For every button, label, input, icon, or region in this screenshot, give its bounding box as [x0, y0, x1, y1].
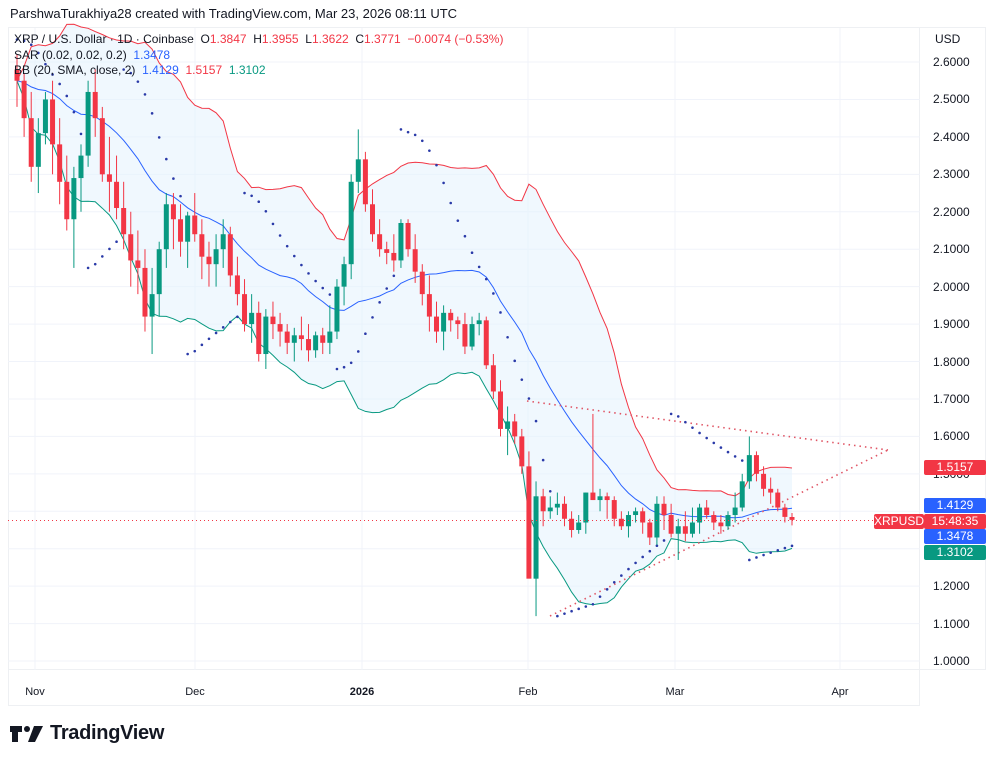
legend-symbol[interactable]: XRP / U.S. Dollar · 1D · Coinbase [14, 32, 194, 46]
time-tick-label: Apr [831, 686, 849, 698]
price-tick-label: 2.3000 [933, 167, 970, 182]
tradingview-logo-icon [10, 725, 43, 742]
legend-low-label: L [305, 32, 312, 46]
price-tick-label: 1.9000 [933, 317, 970, 332]
price-tick-label: 2.4000 [933, 129, 970, 144]
chart-credit: ParshwaTurakhiya28 created with TradingV… [10, 6, 458, 21]
tradingview-logo-text: TradingView [50, 722, 165, 744]
legend-close-value: 1.3771 [364, 32, 401, 46]
price-tick-label: 1.7000 [933, 391, 970, 406]
time-tick-label: Dec [185, 686, 205, 698]
time-tick-label: Nov [25, 686, 45, 698]
price-tick-label: 2.6000 [933, 55, 970, 69]
legend-symbol-row: XRP / U.S. Dollar · 1D · Coinbase O1.384… [14, 32, 503, 48]
price-tick-label: 2.0000 [933, 279, 970, 294]
parabolic-sar-dots [15, 38, 794, 618]
legend-sar-label[interactable]: SAR (0.02, 0.02, 0.2) [14, 47, 127, 62]
legend-bb-label[interactable]: BB (20, SMA, close, 2) [14, 63, 136, 77]
price-axis[interactable] [920, 27, 986, 670]
price-tick-label: 1.1000 [933, 616, 970, 631]
bb-lower-badge: 1.3102 [924, 545, 986, 560]
legend-bb-upper: 1.5157 [185, 63, 223, 77]
legend-bb-basis: 1.4129 [142, 63, 179, 77]
legend-low-value: 1.3622 [311, 32, 349, 46]
time-axis[interactable] [8, 670, 920, 706]
time-tick-label: Mar [665, 686, 685, 698]
sar-badge: 1.3478 [924, 529, 986, 544]
legend-sar-value: 1.3478 [133, 47, 171, 62]
legend-sar-row: SAR (0.02, 0.02, 0.2) 1.3478 [14, 48, 503, 64]
legend-change: −0.0074 (−0.53%) [407, 32, 504, 46]
currency-label[interactable]: USD [935, 32, 961, 46]
price-tick-label: 2.5000 [933, 92, 970, 107]
tradingview-logo[interactable]: TradingView [10, 722, 164, 745]
symbol-badge: XRPUSD [874, 514, 925, 529]
triangle-pattern-lines [526, 400, 889, 617]
legend-high-value: 1.3955 [261, 32, 299, 46]
time-tick-label: 2026 [349, 686, 375, 698]
time-tick-label: Feb [518, 686, 538, 698]
price-tick-label: 1.6000 [933, 429, 970, 444]
countdown-badge: 15:48:35 [924, 514, 986, 529]
price-tick-label: 1.0000 [933, 654, 970, 669]
candlesticks [14, 54, 795, 617]
price-tick-label: 1.8000 [933, 354, 970, 369]
legend-bb-row: BB (20, SMA, close, 2) 1.4129 1.5157 1.3… [14, 63, 503, 79]
legend-open-label: O [200, 32, 210, 46]
price-tick-label: 2.2000 [933, 204, 970, 219]
bb-basis-badge: 1.4129 [924, 498, 986, 513]
legend-bb-lower: 1.3102 [228, 63, 266, 77]
price-tick-label: 2.1000 [933, 242, 970, 257]
legend-close-label: C [355, 32, 365, 46]
chart-legend: XRP / U.S. Dollar · 1D · Coinbase O1.384… [14, 32, 503, 79]
legend-open-value: 1.3847 [209, 32, 247, 46]
price-tick-label: 1.2000 [933, 579, 970, 594]
chart-pane[interactable] [8, 27, 920, 670]
bb-upper-badge: 1.5157 [924, 460, 986, 475]
bollinger-band-fill [17, 24, 792, 605]
legend-high-label: H [253, 32, 262, 46]
